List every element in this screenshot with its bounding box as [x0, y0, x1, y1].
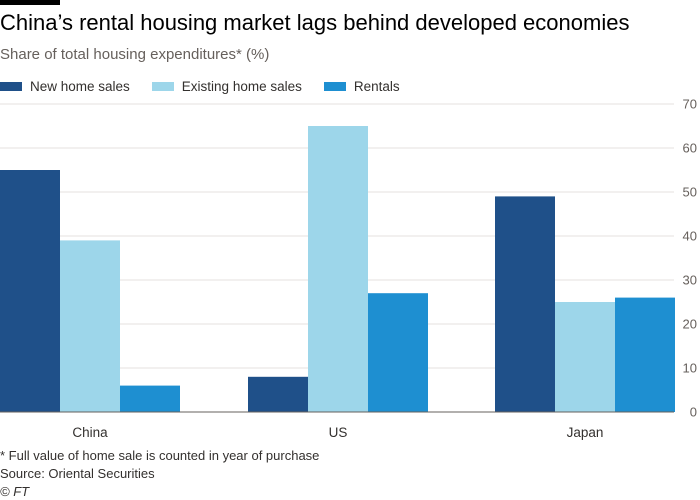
footnote: * Full value of home sale is counted in …	[0, 448, 320, 463]
legend-item-rentals: Rentals	[323, 79, 400, 94]
y-tick-label-60: 60	[683, 141, 697, 156]
bar-new-home-sales-us	[248, 376, 308, 412]
legend-label-existing-home-sales: Existing home sales	[181, 79, 302, 94]
y-tick-label-10: 10	[683, 361, 697, 376]
y-tick-label-50: 50	[683, 185, 697, 200]
bar-new-home-sales-china	[0, 170, 60, 412]
y-tick-label-0: 0	[690, 405, 697, 420]
bar-new-home-sales-japan	[495, 196, 555, 412]
legend-item-existing-home-sales: Existing home sales	[151, 79, 302, 94]
legend-swatch-existing-home-sales	[151, 82, 174, 91]
bar-existing-home-sales-us	[308, 126, 368, 412]
bar-rentals-china	[120, 385, 180, 412]
legend-item-new-home-sales: New home sales	[0, 79, 130, 94]
y-tick-label-30: 30	[683, 273, 697, 288]
bar-chart: 0 10 20 30 40 50 60 70 China US Japan	[0, 97, 697, 440]
chart-title: China’s rental housing market lags behin…	[0, 10, 630, 35]
legend-swatch-new-home-sales	[0, 82, 22, 91]
y-tick-label-40: 40	[683, 229, 697, 244]
legend-label-rentals: Rentals	[353, 79, 400, 94]
legend-swatch-rentals	[323, 82, 346, 91]
x-tick-label-us: US	[329, 425, 348, 440]
y-tick-label-20: 20	[683, 317, 697, 332]
brand-bar	[0, 0, 60, 5]
legend-label-new-home-sales: New home sales	[30, 79, 130, 94]
y-tick-label-70: 70	[683, 97, 697, 112]
bar-rentals-us	[368, 293, 428, 412]
bar-existing-home-sales-japan	[555, 302, 615, 412]
copyright-note: © FT	[0, 484, 30, 499]
bar-rentals-japan	[615, 297, 675, 412]
x-tick-label-japan: Japan	[567, 425, 604, 440]
chart-subtitle: Share of total housing expenditures* (%)	[0, 46, 270, 63]
bar-existing-home-sales-china	[60, 240, 120, 412]
chart-legend: New home sales Existing home sales Renta…	[0, 79, 422, 94]
x-tick-label-china: China	[72, 425, 108, 440]
source-note: Source: Oriental Securities	[0, 466, 155, 481]
